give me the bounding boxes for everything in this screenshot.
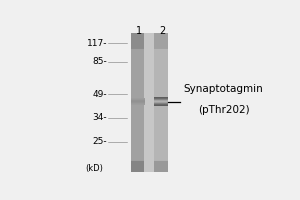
Text: 34-: 34- (93, 113, 107, 122)
Text: 117-: 117- (87, 39, 107, 48)
Bar (130, 33, 168, 172)
Text: 1: 1 (136, 26, 142, 36)
Text: Synaptotagmin: Synaptotagmin (184, 84, 263, 94)
Text: 85-: 85- (92, 57, 107, 66)
Text: 25-: 25- (93, 137, 107, 146)
Text: 49-: 49- (93, 90, 107, 99)
Bar (145, 33, 154, 172)
Text: 2: 2 (159, 26, 165, 36)
Text: (kD): (kD) (85, 164, 103, 173)
Text: (pThr202): (pThr202) (198, 105, 249, 115)
